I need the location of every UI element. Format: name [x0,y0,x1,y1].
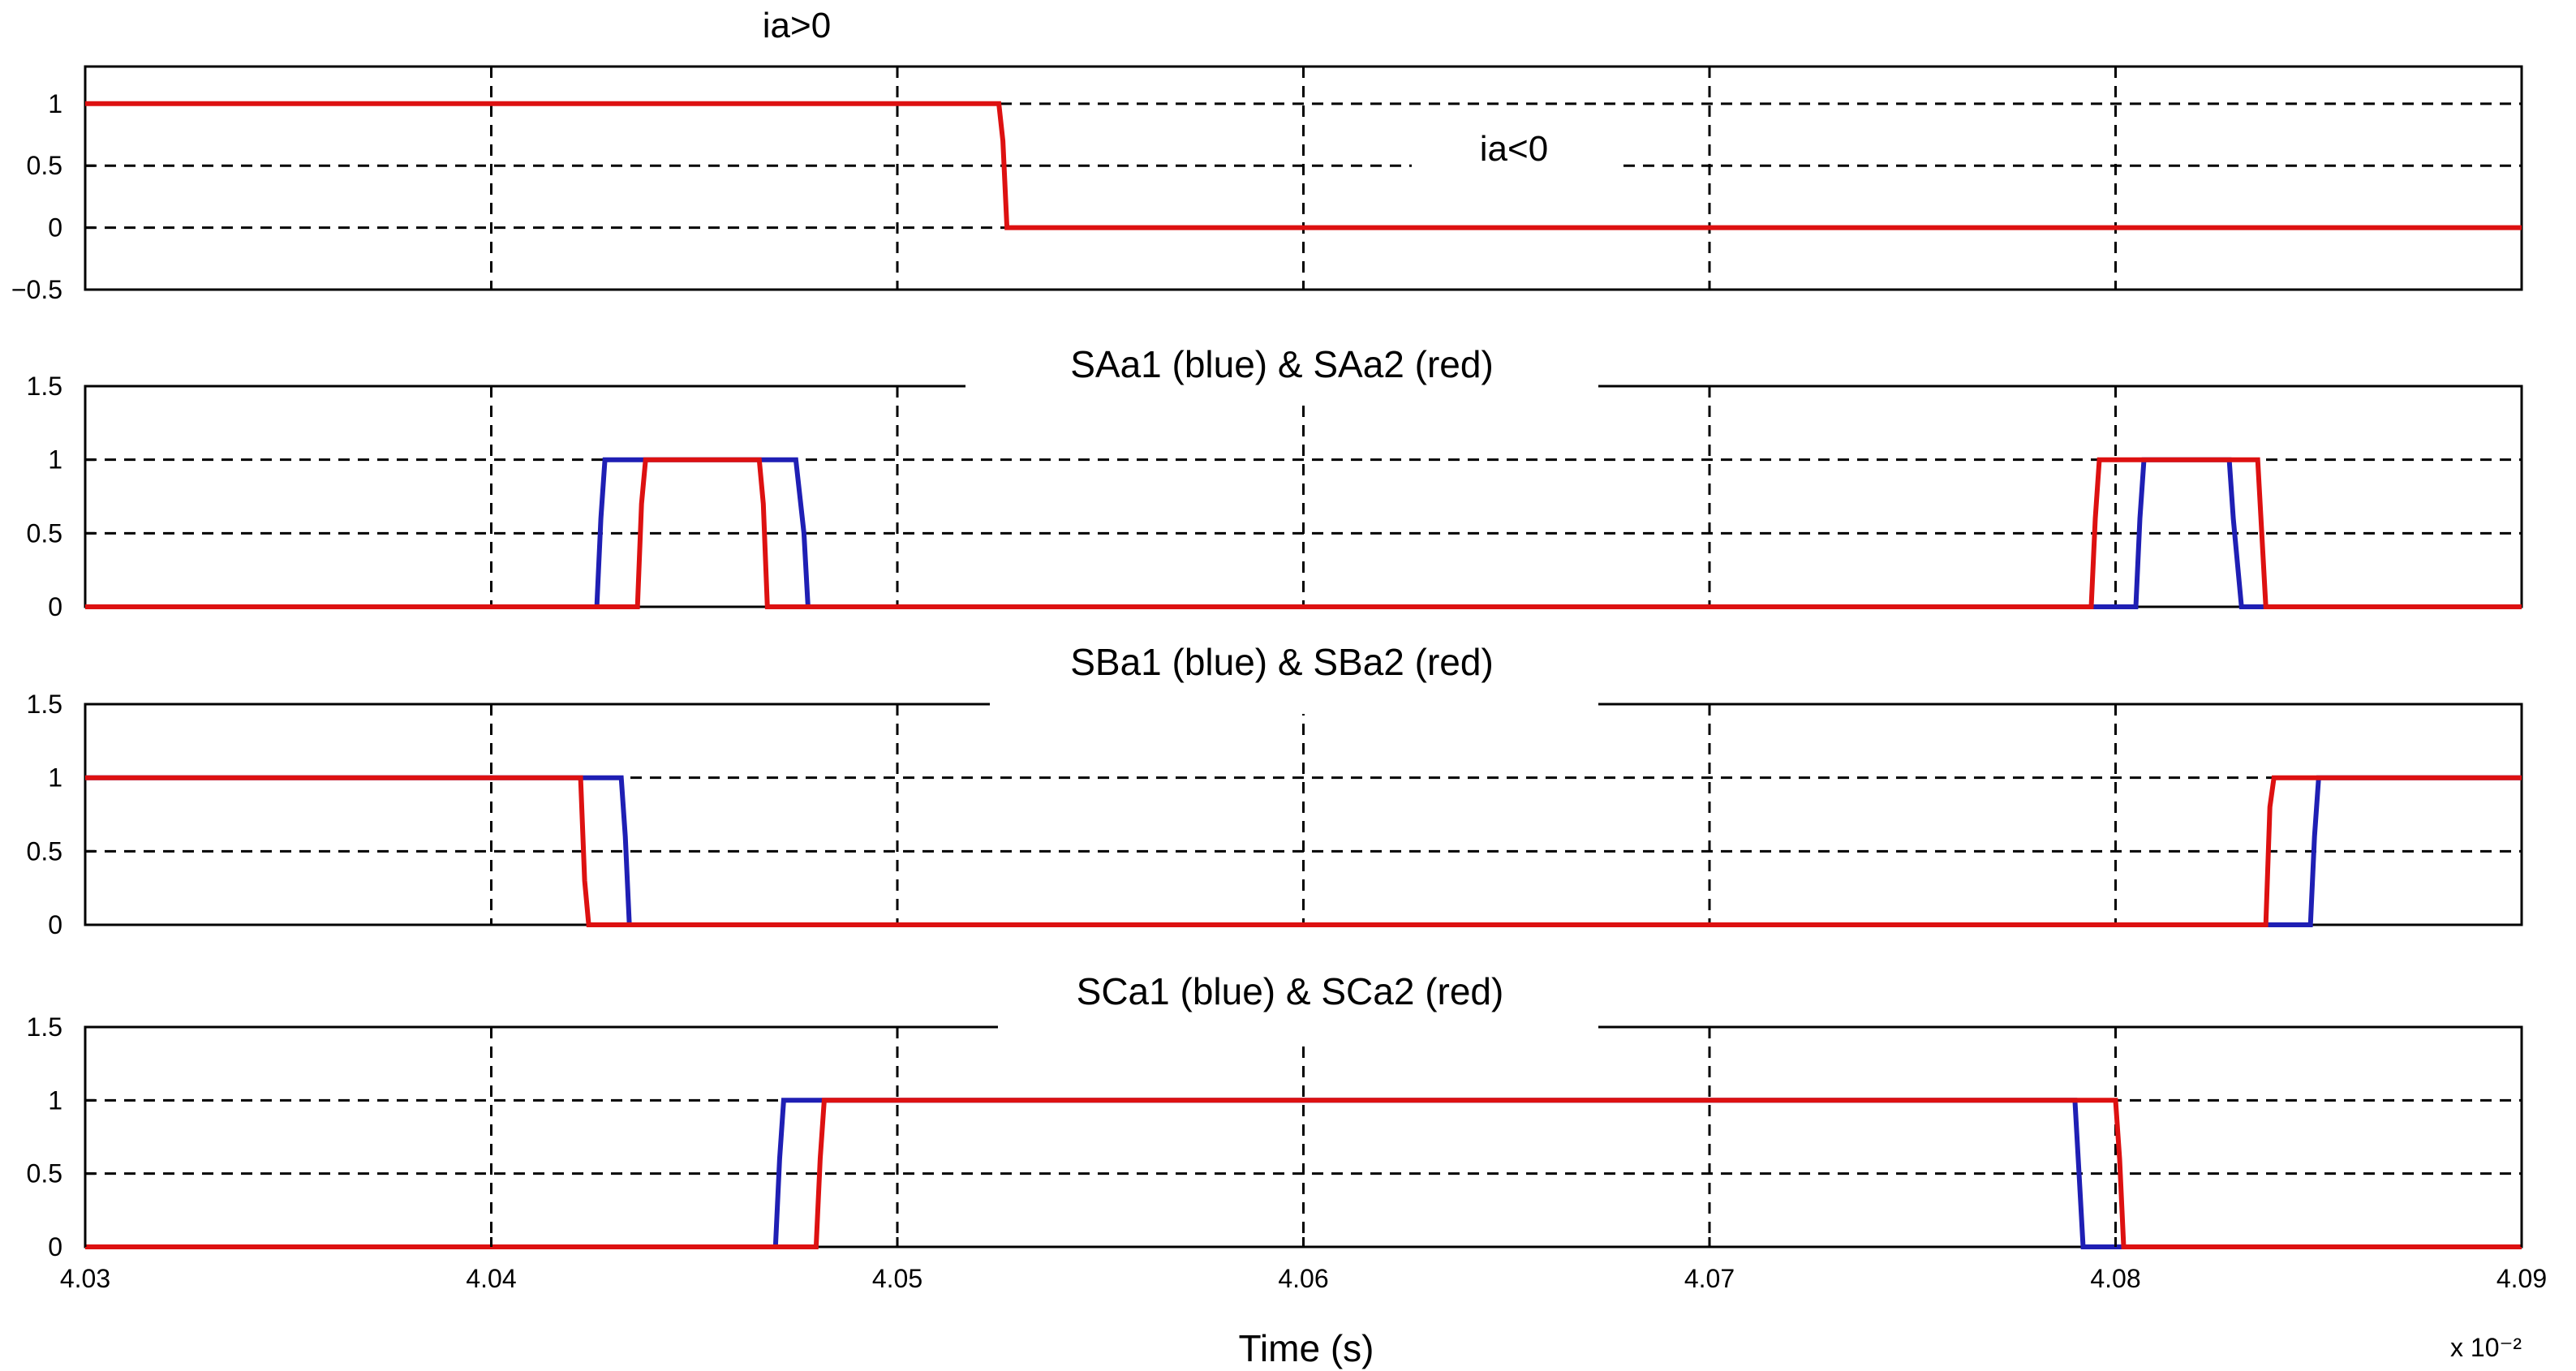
annotation-ia-negative-bg [1412,126,1619,176]
panel-2-series-SAa2 [85,457,2522,609]
panel-2-series-SAa1 [85,457,2522,609]
panel-4-ytick-label-2: 0.5 [27,1159,62,1188]
panel-4-ytick-label-1: 1 [48,1085,62,1115]
panel-4-ytick-label-0: 1.5 [27,1012,62,1042]
x-tick-label-0: 4.03 [60,1264,110,1293]
panel-2: 1.5 1 0.5 0 SAa1 (blue) & SAa2 (red) [27,337,2523,621]
x-tick-label-2: 4.05 [872,1264,922,1293]
panel-3-ytick-label-3: 0 [48,910,62,939]
panel-1-frame [84,65,2523,291]
annotation-ia-negative: ia<0 [1480,129,1548,169]
panel-1-ytick-label-3: −0.5 [11,275,62,304]
x-tick-label-3: 4.06 [1278,1264,1328,1293]
panel-1-ytick-label-1: 0.5 [27,151,62,180]
panel-3-ytick-label-0: 1.5 [27,690,62,719]
panel-4: 1.5 1 0.5 0 SCa1 (blue) & SCa2 (red) [27,970,2523,1261]
panel-2-frame [84,385,2523,608]
panel-1: 1 0.5 0 −0.5 ia>0 ia<0 [11,6,2523,304]
x-axis: 4.03 4.04 4.05 4.06 4.07 4.08 4.09 [60,1237,2547,1293]
panel-4-frame [84,1025,2523,1249]
panel-3-frame [84,703,2523,926]
panel-2-ytick-label-1: 1 [48,445,62,475]
panel-1-series-0 [85,101,2522,230]
panel-3-series-SBa2 [85,775,2522,927]
x-tick-label-4: 4.07 [1684,1264,1735,1293]
annotation-ia-positive: ia>0 [763,6,831,45]
panel-3-title-bg [990,649,1598,714]
x-axis-multiplier: x 10⁻² [2450,1333,2522,1362]
panel-3-title: SBa1 (blue) & SBa2 (red) [1070,641,1494,683]
panel-2-ytick-label-2: 0.5 [27,518,62,548]
panel-1-ytick-label-2: 0 [48,213,62,243]
panel-4-ytick-label-3: 0 [48,1232,62,1261]
panel-2-ytick-label-3: 0 [48,592,62,621]
panel-4-title: SCa1 (blue) & SCa2 (red) [1077,970,1504,1012]
x-tick-label-1: 4.04 [466,1264,516,1293]
x-axis-label: Time (s) [1239,1327,1374,1369]
x-tick-label-6: 4.09 [2496,1264,2547,1293]
panel-1-ytick-label-0: 1 [48,89,62,118]
panel-2-title: SAa1 (blue) & SAa2 (red) [1070,343,1494,385]
panel-3: 1.5 1 0.5 0 SBa1 (blue) & SBa2 (red) [27,641,2523,939]
x-tick-label-5: 4.08 [2090,1264,2140,1293]
panel-4-title-bg [998,973,1598,1038]
panel-3-ytick-label-1: 1 [48,763,62,793]
panel-2-title-bg [965,337,1598,402]
panel-4-series-SCa2 [85,1098,2522,1249]
panel-3-ytick-label-2: 0.5 [27,836,62,866]
panel-2-ytick-label-0: 1.5 [27,372,62,401]
